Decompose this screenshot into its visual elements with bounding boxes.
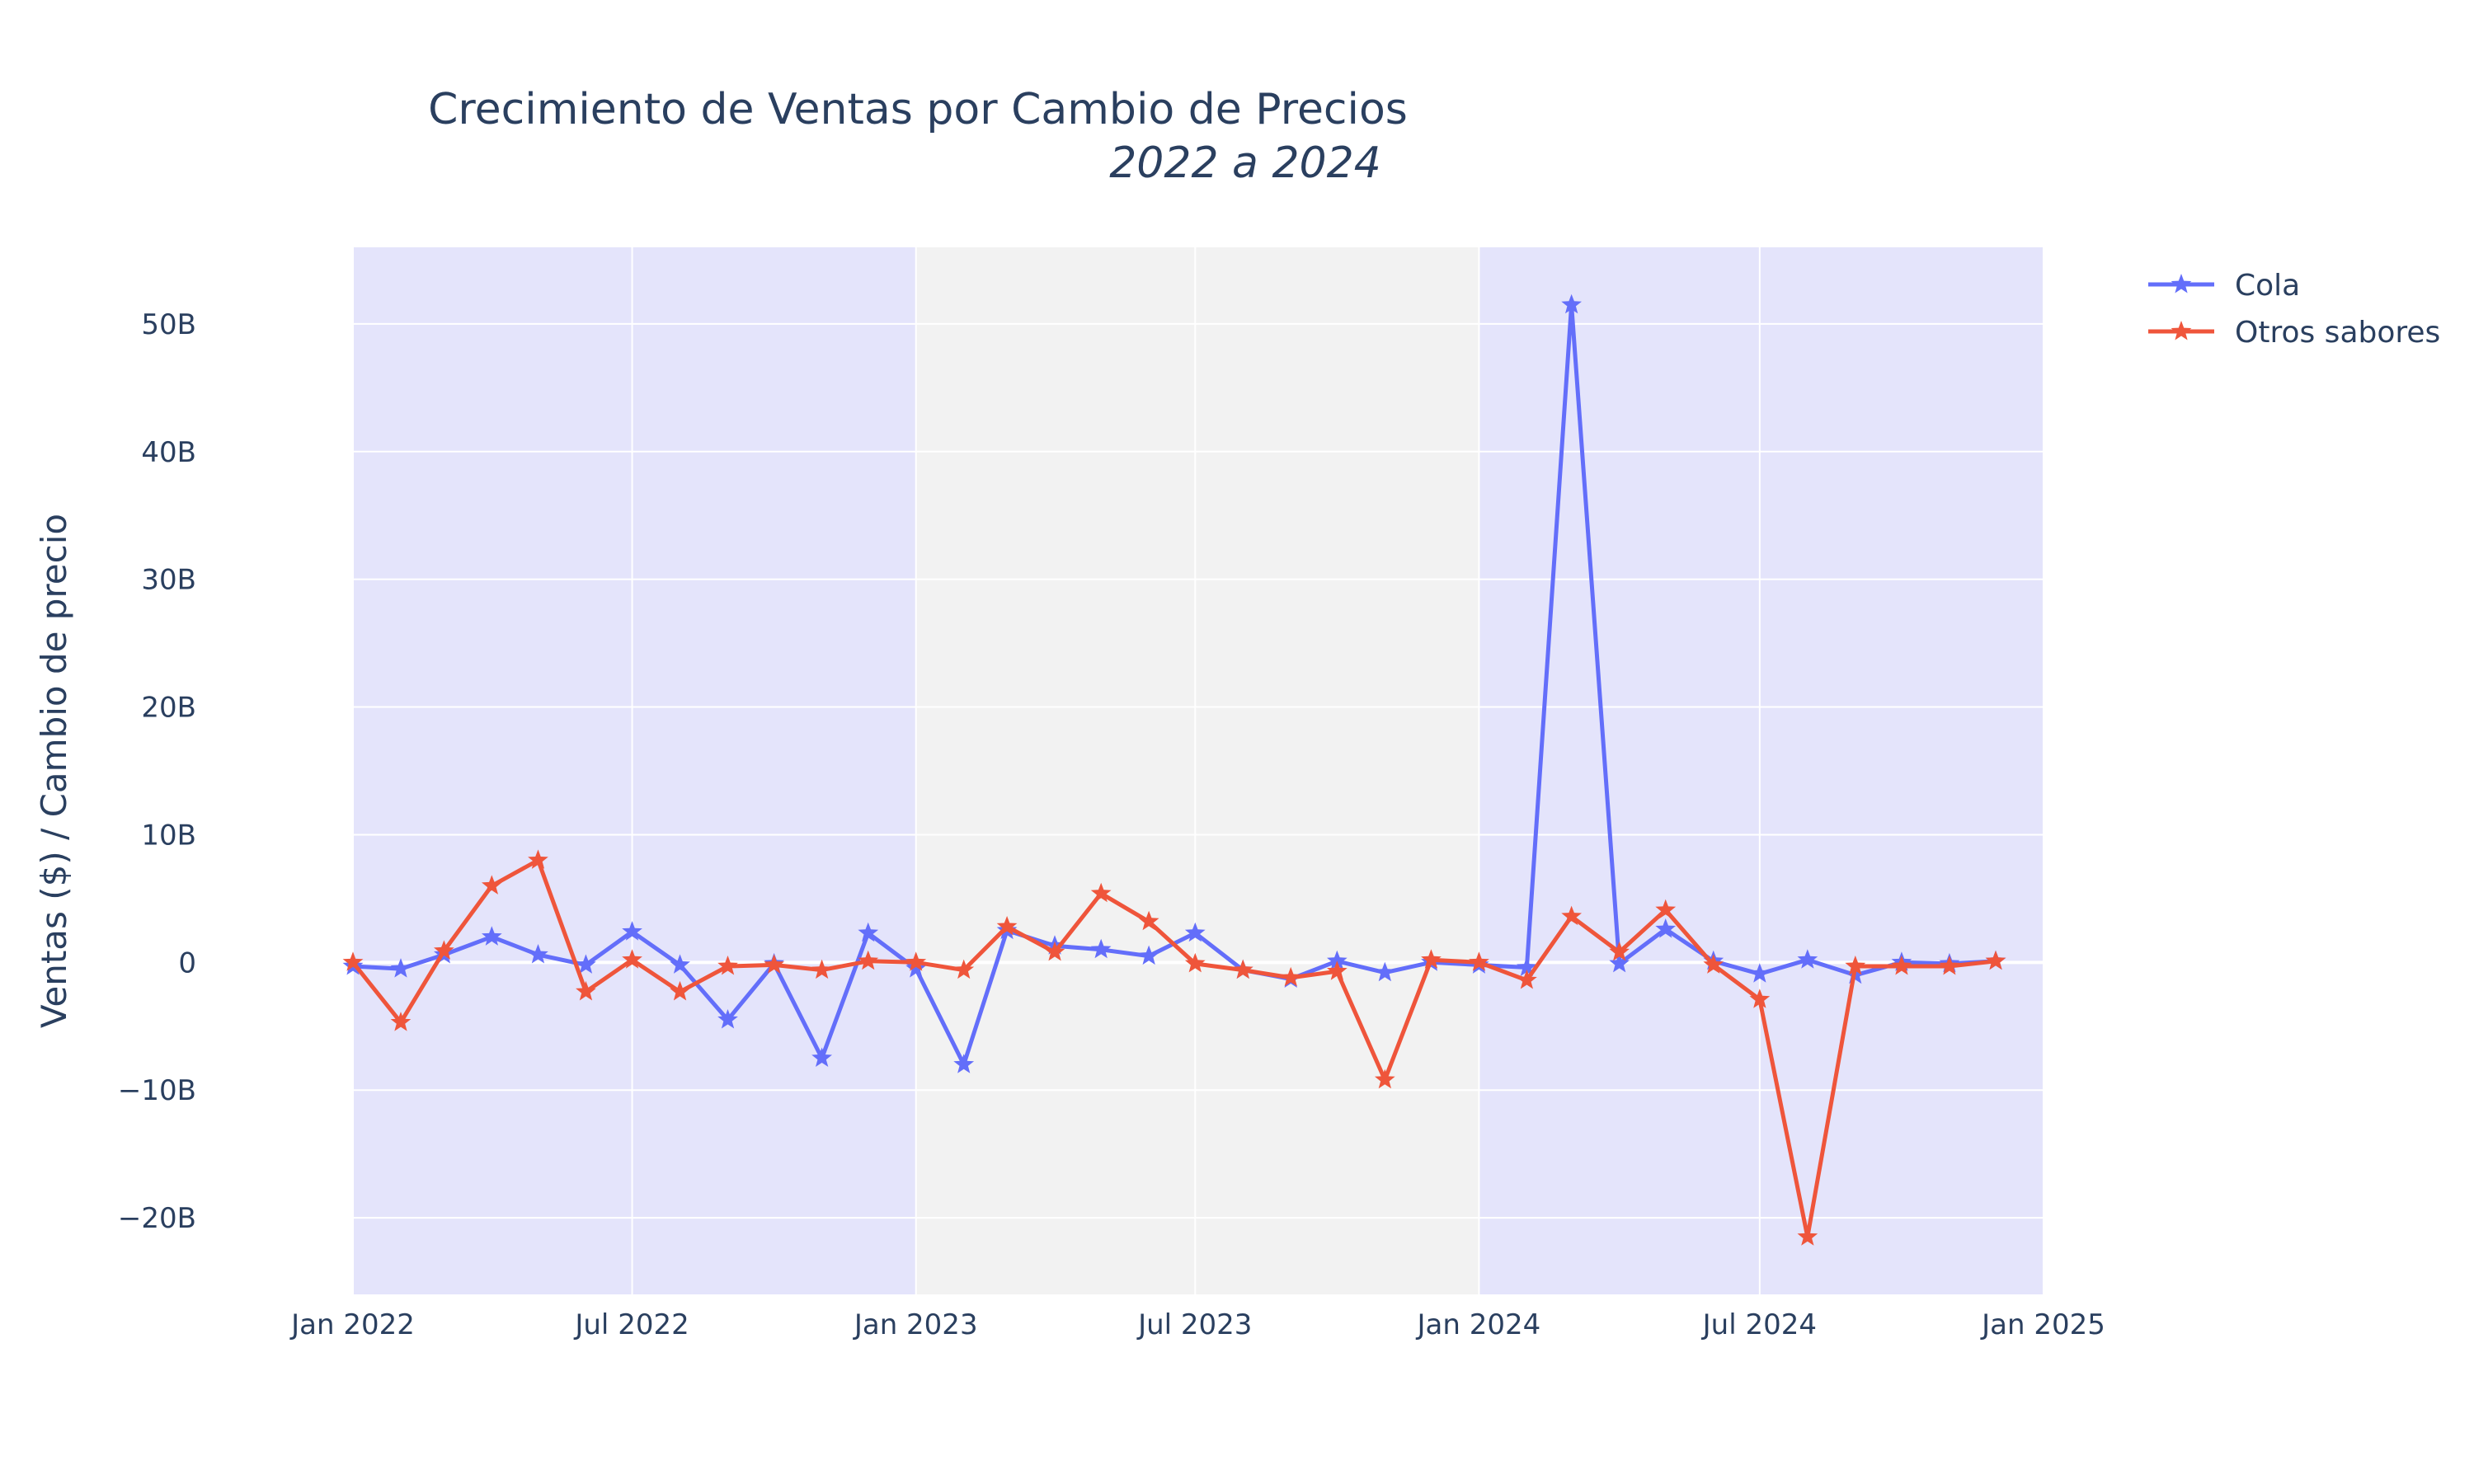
data-point-otros-sabores [1280, 966, 1301, 987]
legend-item-cola[interactable]: Cola [2148, 269, 2300, 303]
y-axis-tick-labels: −20B −10B 0 10B 20B 30B 40B 50B [118, 308, 196, 1235]
data-point-otros-sabores [1561, 905, 1582, 926]
data-point-otros-sabores [858, 950, 879, 970]
data-point-otros-sabores [1797, 1226, 1818, 1246]
data-point-cola [717, 1009, 738, 1029]
x-axis-tick-labels: Jan 2022 Jul 2022 Jan 2023 Jul 2023 Jan 2024… [289, 1308, 2105, 1341]
data-point-otros-sabores [905, 951, 927, 971]
series-otros-sabores [342, 849, 2006, 1246]
data-point-otros-sabores [622, 949, 642, 969]
data-point-cola [1517, 956, 1537, 976]
data-point-cola [482, 926, 502, 946]
data-point-otros-sabores [1655, 899, 1677, 919]
data-point-otros-sabores [1090, 882, 1112, 903]
y-tick-label: 20B [141, 692, 196, 725]
data-point-otros-sabores [1044, 941, 1065, 961]
data-point-otros-sabores [764, 954, 784, 974]
legend: Cola Otros sabores [2148, 269, 2440, 350]
x-tick-label: Jul 2023 [1136, 1308, 1252, 1341]
legend-marker-otros-sabores [2171, 321, 2192, 340]
data-point-cola [390, 958, 412, 978]
data-point-otros-sabores [434, 940, 454, 960]
series-line-otros-sabores [351, 857, 1997, 1239]
data-point-cola [953, 1054, 975, 1073]
legend-label-cola: Cola [2235, 269, 2300, 303]
data-point-otros-sabores [996, 916, 1018, 936]
data-point-cola [528, 944, 548, 964]
background-bands [353, 247, 2044, 1294]
data-point-otros-sabores [1609, 941, 1630, 961]
data-point-cola [1090, 938, 1112, 959]
x-tick-label: Jul 2024 [1701, 1308, 1817, 1341]
data-point-otros-sabores [1517, 970, 1537, 989]
data-point-cola [670, 954, 690, 974]
data-point-cola [1184, 922, 1206, 942]
data-point-cola [622, 921, 642, 941]
data-point-otros-sabores [1891, 956, 1912, 975]
data-point-cola [1138, 945, 1159, 965]
y-tick-label: −10B [118, 1074, 196, 1107]
data-point-otros-sabores [390, 1012, 412, 1031]
y-tick-label: −20B [118, 1202, 196, 1235]
data-point-cola [905, 958, 927, 978]
y-tick-label: 30B [141, 564, 196, 597]
x-tick-label: Jan 2024 [1416, 1308, 1541, 1341]
data-point-otros-sabores [1421, 949, 1442, 969]
background-band-2 [1479, 247, 2044, 1294]
background-band-0 [353, 247, 916, 1294]
data-point-cola [811, 1047, 832, 1067]
series-layer [342, 294, 2006, 1246]
data-point-otros-sabores [528, 849, 548, 869]
chart-title: Crecimiento de Ventas por Cambio de Prec… [428, 85, 1408, 134]
legend-label-otros-sabores: Otros sabores [2235, 316, 2440, 350]
data-point-cola [1749, 963, 1771, 983]
data-point-otros-sabores [1327, 960, 1348, 980]
x-tick-label: Jan 2022 [289, 1308, 415, 1341]
y-tick-label: 10B [141, 819, 196, 852]
legend-marker-cola [2171, 274, 2192, 294]
data-point-cola [1609, 952, 1630, 973]
data-point-otros-sabores [717, 956, 738, 975]
y-axis-title: Ventas ($) / Cambio de precio [34, 514, 74, 1028]
data-point-cola [1561, 294, 1582, 314]
data-point-otros-sabores [1845, 956, 1866, 975]
data-point-cola [1655, 918, 1677, 938]
data-point-cola [1797, 949, 1818, 969]
data-point-cola [1375, 961, 1395, 982]
y-tick-label: 50B [141, 308, 196, 341]
data-point-otros-sabores [1469, 951, 1489, 971]
data-point-cola [858, 922, 879, 942]
data-point-otros-sabores [342, 951, 364, 971]
data-point-otros-sabores [482, 875, 502, 895]
x-tick-label: Jul 2022 [573, 1308, 689, 1341]
data-point-otros-sabores [1703, 954, 1724, 974]
chart-subtitle: 2022 a 2024 [1109, 139, 1381, 188]
data-point-otros-sabores [1749, 989, 1771, 1008]
data-point-otros-sabores [1184, 952, 1206, 973]
data-point-otros-sabores [576, 980, 596, 1001]
data-point-otros-sabores [1939, 956, 1960, 975]
data-point-otros-sabores [1375, 1068, 1395, 1089]
y-tick-label: 40B [141, 436, 196, 469]
data-point-otros-sabores [1985, 950, 2006, 970]
data-point-otros-sabores [953, 959, 975, 979]
data-point-cola [576, 954, 596, 974]
data-point-otros-sabores [811, 959, 832, 979]
background-band-1 [915, 247, 1479, 1294]
x-tick-label: Jan 2025 [1980, 1308, 2105, 1341]
y-tick-label: 0 [178, 946, 196, 979]
data-point-otros-sabores [1138, 910, 1159, 931]
legend-item-otros-sabores[interactable]: Otros sabores [2148, 316, 2440, 350]
data-point-otros-sabores [1232, 959, 1253, 979]
data-point-cola [1327, 950, 1348, 970]
data-point-otros-sabores [670, 980, 690, 1001]
x-tick-label: Jan 2023 [853, 1308, 978, 1341]
